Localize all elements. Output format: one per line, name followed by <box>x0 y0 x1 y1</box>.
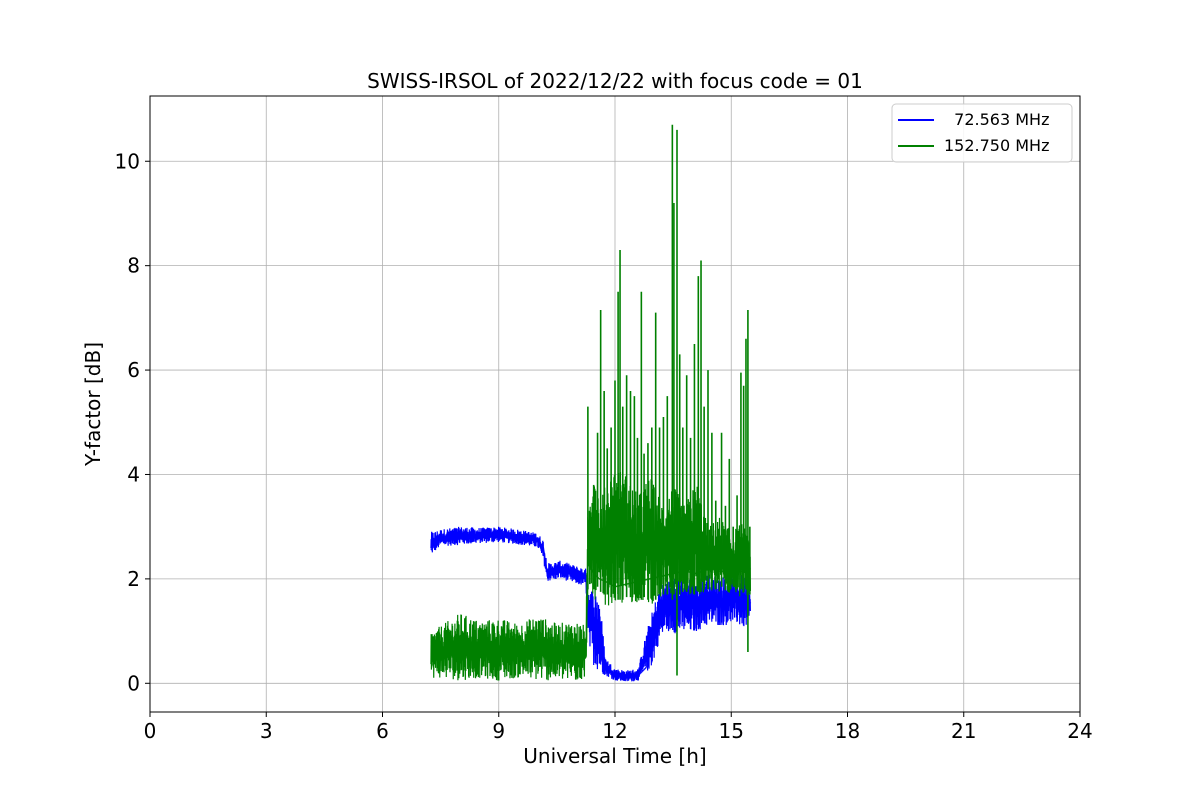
y-tick-label: 0 <box>127 671 140 695</box>
x-tick-label: 18 <box>835 719 860 743</box>
chart-title: SWISS-IRSOL of 2022/12/22 with focus cod… <box>367 69 863 93</box>
y-tick-label: 8 <box>127 254 140 278</box>
series-0-trend <box>430 533 752 678</box>
x-tick-label: 6 <box>376 719 389 743</box>
y-axis-label: Y-factor [dB] <box>81 342 105 467</box>
series-1-group <box>430 124 751 681</box>
y-tick-label: 4 <box>127 462 140 486</box>
legend-box <box>891 103 1073 163</box>
x-tick-label: 9 <box>492 719 505 743</box>
series-1-noise <box>430 471 751 681</box>
y-tick-label: 6 <box>127 358 140 382</box>
x-tick-label: 0 <box>144 719 157 743</box>
x-tick-label: 3 <box>260 719 273 743</box>
series-1-trend <box>430 560 751 656</box>
legend-label-152mhz: 152.750 MHz <box>944 136 1049 155</box>
x-tick-label: 21 <box>951 719 976 743</box>
series-layer <box>430 124 752 682</box>
x-tick-label: 15 <box>719 719 744 743</box>
y-tick-label: 2 <box>127 567 140 591</box>
x-axis-label: Universal Time [h] <box>523 744 706 768</box>
y-tick-label: 10 <box>115 149 140 173</box>
legend-label-72mhz: 72.563 MHz <box>944 110 1049 129</box>
x-tick-label: 24 <box>1067 719 1092 743</box>
x-tick-label: 12 <box>602 719 627 743</box>
legend: 72.563 MHz 152.750 MHz <box>891 103 1073 163</box>
